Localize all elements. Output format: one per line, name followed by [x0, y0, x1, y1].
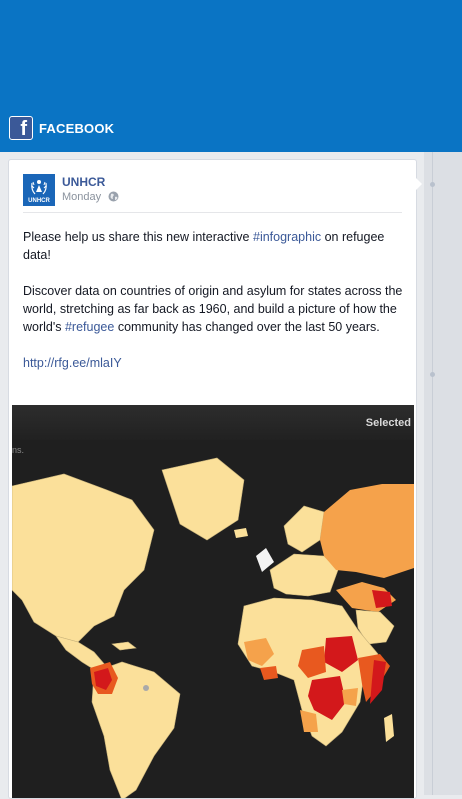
region-sudan — [324, 636, 358, 672]
header-divider — [23, 212, 402, 213]
avatar-label: UNHCR — [28, 198, 50, 204]
text-segment: community has changed over the last 50 y… — [114, 320, 380, 334]
post-url-link[interactable]: http://rfg.ee/mlaIY — [23, 356, 122, 370]
region-uk — [256, 548, 274, 572]
post-paragraph: Discover data on countries of origin and… — [23, 282, 405, 336]
region-europe — [269, 553, 339, 597]
timeline-line — [432, 152, 433, 795]
region-iceland — [234, 528, 248, 538]
map-header-bar: Selected — [12, 405, 414, 440]
region-east-africa — [342, 688, 358, 706]
region-madagascar — [384, 714, 394, 742]
region-south-america — [91, 661, 181, 798]
map-selected-label: Selected — [365, 417, 411, 429]
region-chad — [298, 646, 326, 678]
unhcr-logo-icon — [31, 180, 47, 195]
post-card: UNHCR UNHCR Monday Please help us share … — [8, 159, 417, 799]
hashtag-infographic-link[interactable]: #infographic — [253, 230, 322, 244]
hashtag-refugee-link[interactable]: #refugee — [64, 320, 115, 334]
region-north-america — [12, 473, 155, 643]
region-west-africa-2 — [260, 666, 278, 680]
region-drc — [308, 676, 346, 720]
page-avatar[interactable]: UNHCR — [23, 174, 55, 206]
top-banner — [0, 0, 462, 152]
world-map — [12, 457, 414, 798]
app-title[interactable]: FACEBOOK — [39, 121, 115, 136]
timeline-dot — [430, 372, 435, 377]
page-name-link[interactable]: UNHCR — [62, 175, 106, 189]
infographic-map-image[interactable]: Selected ns. — [12, 405, 414, 798]
region-west-africa — [244, 638, 274, 666]
timeline-dot — [430, 182, 435, 187]
region-angola — [300, 710, 318, 732]
post-timestamp[interactable]: Monday — [62, 191, 102, 203]
map-note-text: ns. — [12, 445, 25, 455]
region-arabia — [355, 609, 395, 645]
region-grey-spot — [143, 685, 149, 691]
region-somalia — [370, 660, 386, 704]
region-russia — [320, 484, 414, 578]
post-text: Please help us share this new interactiv… — [23, 228, 405, 390]
timeline-rail — [424, 152, 462, 795]
facebook-icon[interactable]: f — [9, 116, 33, 140]
region-scandinavia — [283, 505, 325, 553]
region-greenland — [161, 457, 245, 541]
region-colombia-core — [94, 668, 112, 690]
globe-icon — [108, 191, 119, 202]
region-iraq — [372, 590, 392, 608]
text-segment: Discover data on countries of origin and… — [23, 284, 403, 334]
text-segment: Please help us share this new interactiv… — [23, 230, 253, 244]
card-notch — [416, 178, 422, 190]
text-segment: on refugee data! — [23, 230, 385, 262]
region-caribbean — [111, 641, 137, 651]
post-paragraph: Please help us share this new interactiv… — [23, 228, 405, 264]
post-paragraph: http://rfg.ee/mlaIY — [23, 354, 405, 372]
